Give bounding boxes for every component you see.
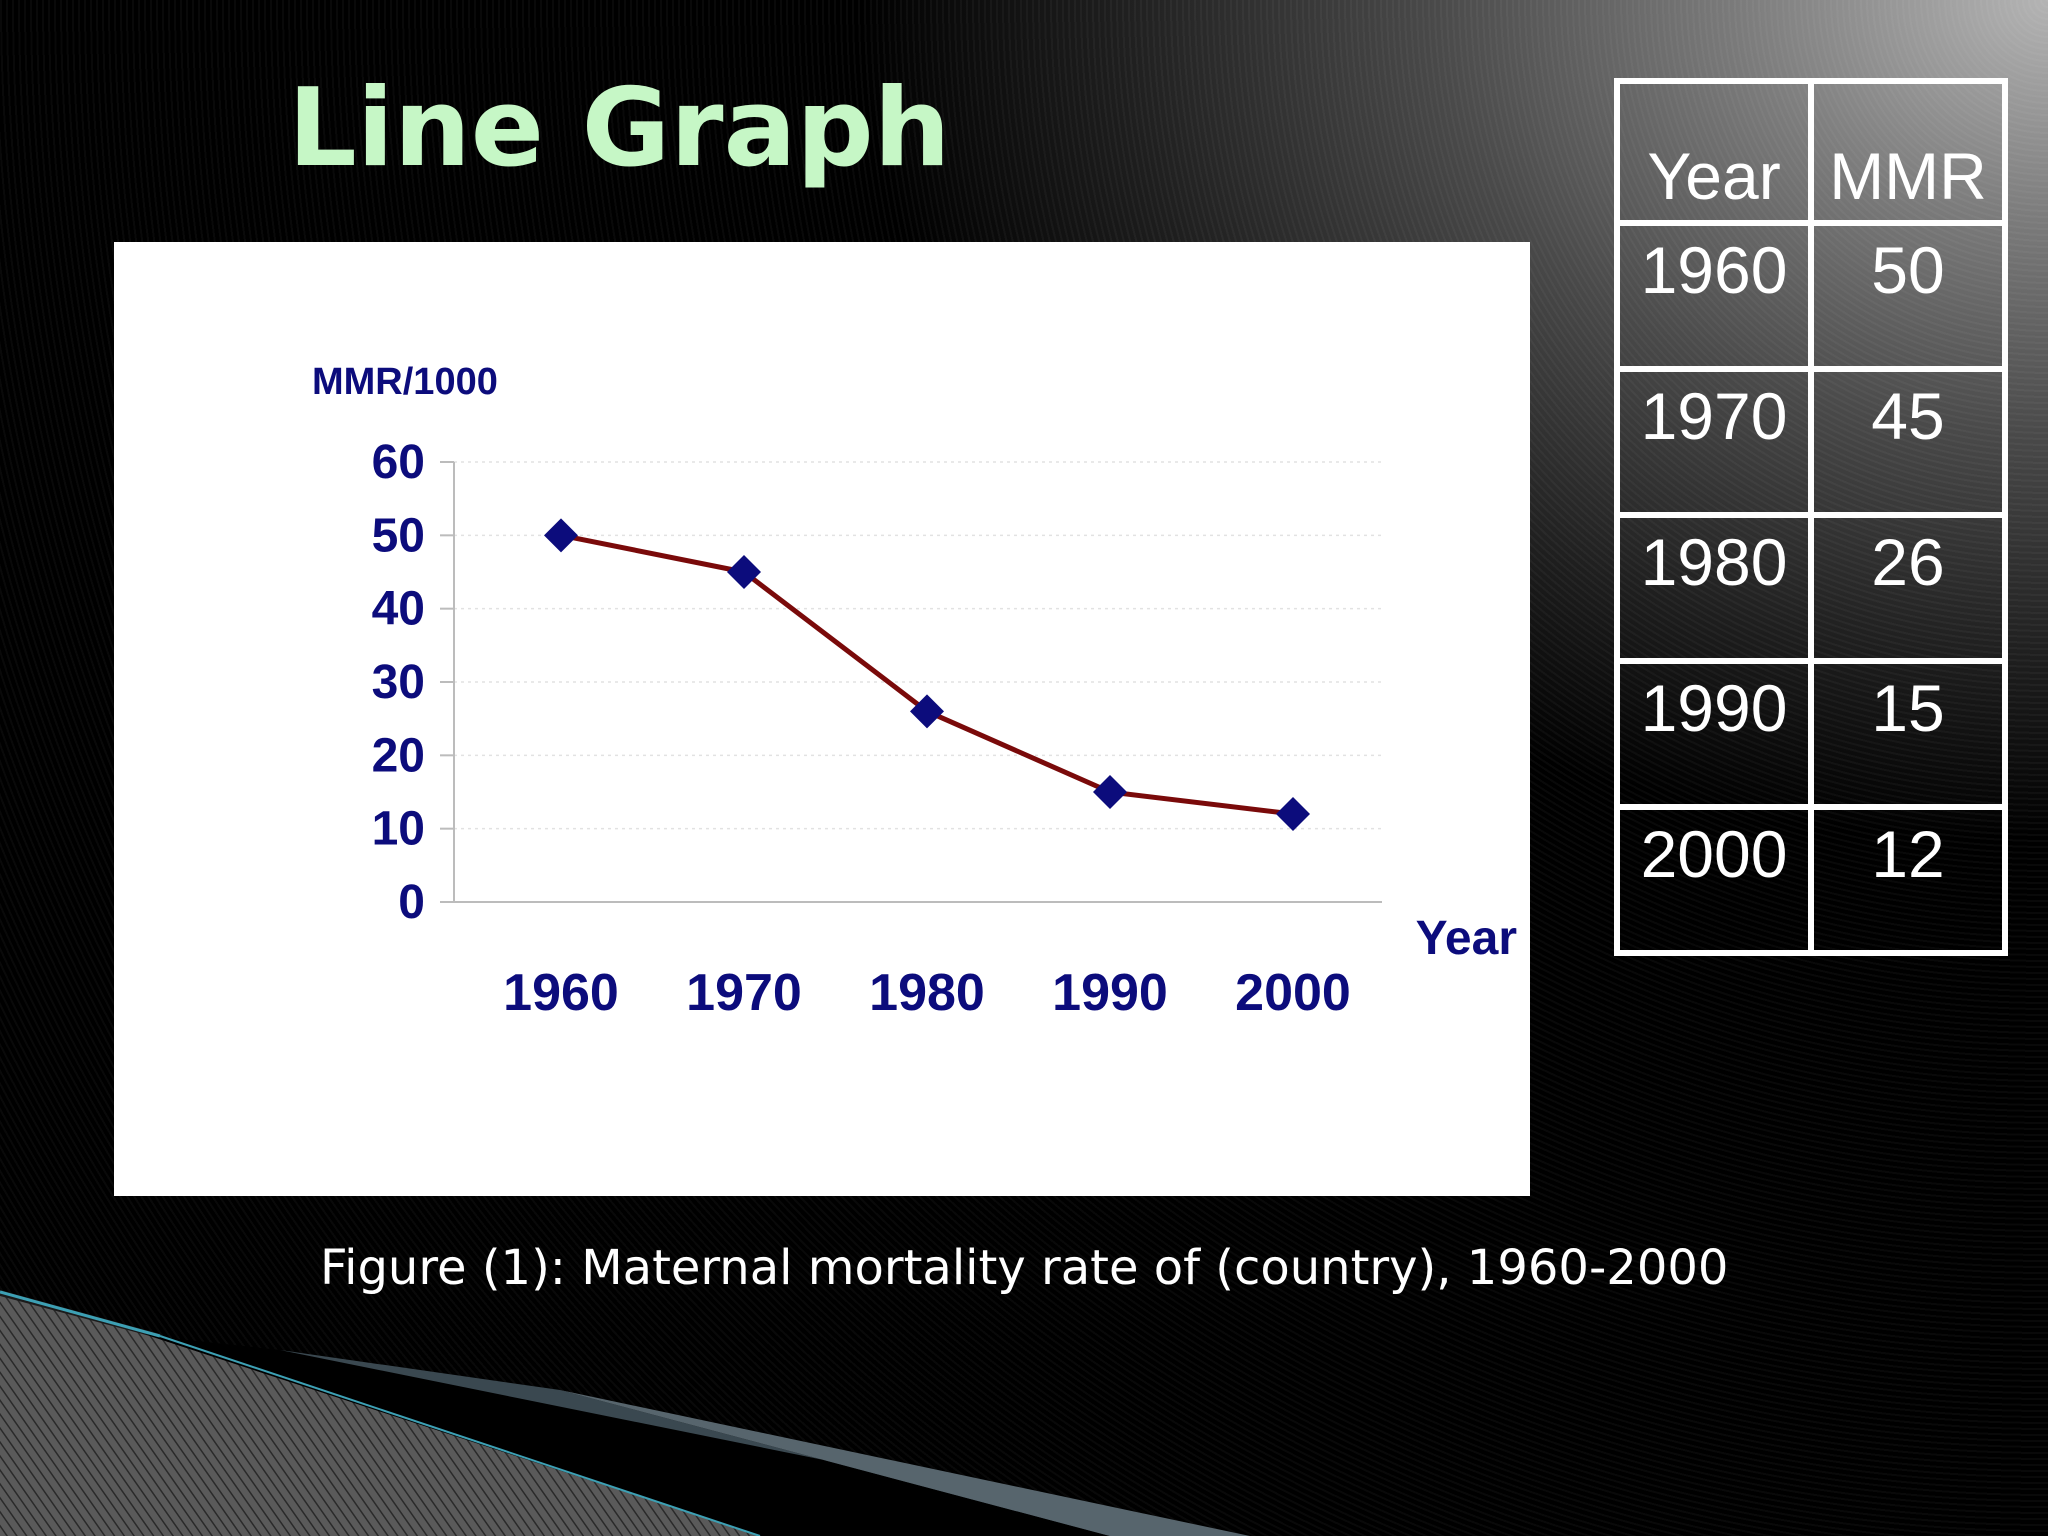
y-tick-label: 0 (398, 876, 425, 929)
table-header-row: Year MMR (1614, 78, 2008, 226)
y-tick-label: 30 (372, 656, 425, 709)
data-point (1093, 775, 1127, 809)
table-cell-year: 1980 (1614, 512, 1814, 664)
figure-caption-row: Figure (1): Maternal mortality rate of (… (0, 1240, 2048, 1300)
table-header-year: Year (1614, 78, 1814, 226)
data-table: Year MMR 1960 50 1970 45 1980 26 1990 15… (1614, 78, 2008, 956)
table-cell-mmr: 50 (1808, 220, 2008, 372)
series-line (560, 532, 1294, 817)
table-row: 1980 26 (1614, 512, 2008, 664)
table-cell-year: 1990 (1614, 658, 1814, 810)
table-cell-mmr: 15 (1808, 658, 2008, 810)
data-point (544, 518, 578, 553)
x-tick-label: 1960 (503, 964, 619, 1022)
y-tick-label: 50 (372, 509, 425, 562)
table-cell-year: 2000 (1614, 804, 1814, 956)
x-tick-label: 1990 (1052, 964, 1168, 1022)
table-cell-mmr: 26 (1808, 512, 2008, 664)
table-row: 1970 45 (1614, 366, 2008, 518)
chart-panel: 0 10 20 30 40 50 60 1960 1970 1980 1990 2000 MMR/1… (114, 242, 1530, 1196)
data-point (1276, 797, 1310, 831)
y-tick-label: 60 (372, 436, 425, 489)
x-axis-label: Year (1416, 912, 1517, 965)
y-tick-label: 40 (372, 583, 425, 636)
x-tick-label: 1970 (686, 964, 802, 1022)
table-cell-mmr: 12 (1808, 804, 2008, 956)
y-tick-label: 10 (372, 803, 425, 856)
y-tick-label: 20 (372, 729, 425, 782)
table-row: 1990 15 (1614, 658, 2008, 810)
data-point (727, 555, 761, 589)
table-header-mmr: MMR (1808, 78, 2008, 226)
table-row: 1960 50 (1614, 220, 2008, 372)
slide-title: Line Graph (288, 66, 951, 191)
line-chart: 0 10 20 30 40 50 60 1960 1970 1980 1990 2000 MMR/1… (312, 361, 1517, 1022)
table-row: 2000 12 (1614, 804, 2008, 956)
table-cell-mmr: 45 (1808, 366, 2008, 518)
table-cell-year: 1960 (1614, 220, 1814, 372)
y-axis-label: MMR/1000 (312, 361, 498, 403)
figure-caption: Figure (1): Maternal mortality rate of (… (320, 1240, 1729, 1296)
bottom-decoration (0, 1290, 1250, 1536)
table-cell-year: 1970 (1614, 366, 1814, 518)
x-tick-label: 1980 (869, 964, 985, 1022)
data-point (910, 694, 944, 729)
x-tick-label: 2000 (1235, 964, 1351, 1022)
